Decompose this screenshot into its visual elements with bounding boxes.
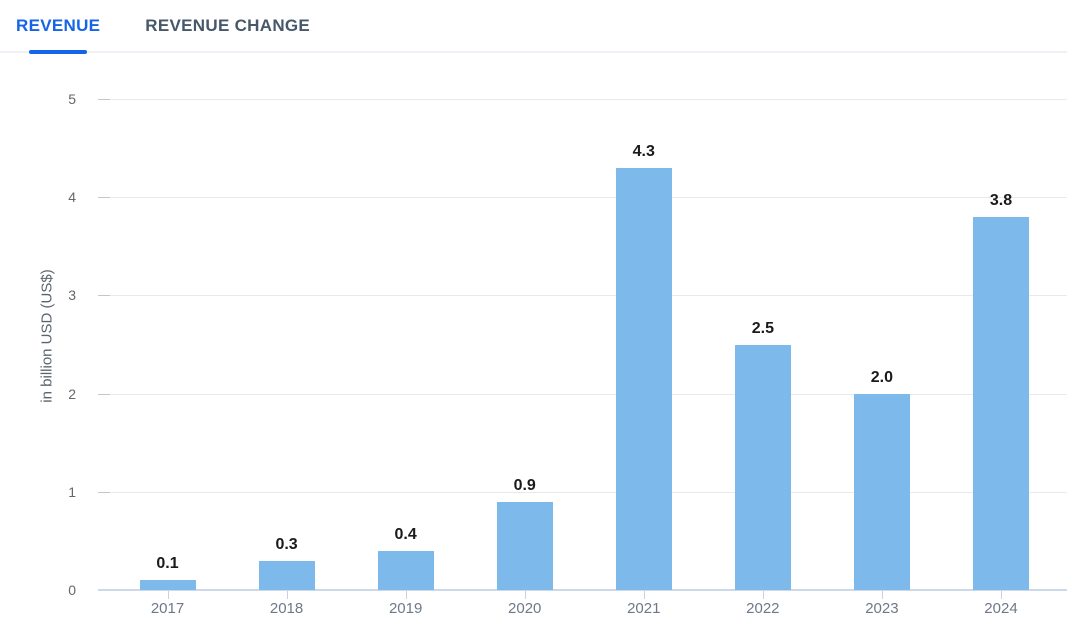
- tab-revenue-label: REVENUE: [16, 15, 101, 35]
- y-tick-label: 5: [68, 91, 76, 107]
- bar-value-label: 2.0: [870, 368, 894, 386]
- bar[interactable]: [734, 344, 791, 590]
- y-tick-label: 2: [68, 385, 76, 402]
- x-axis-line: [98, 589, 1067, 591]
- bar-value-label: 0.9: [513, 476, 536, 494]
- tab-bar: REVENUE REVENUE CHANGE: [0, 0, 1067, 54]
- y-tick-label: 4: [68, 189, 76, 206]
- y-axis-tick: [98, 295, 110, 297]
- x-axis-tick: [762, 591, 764, 599]
- bar[interactable]: [853, 393, 910, 590]
- revenue-bar-chart: in billion USD (US$) 0 1 2 3 4 5 0.1 2017 0.3 201…: [0, 53, 1067, 635]
- bar[interactable]: [377, 550, 434, 590]
- x-axis-tick: [881, 591, 883, 599]
- x-axis-tick: [643, 591, 645, 599]
- x-axis-tick: [1000, 591, 1002, 599]
- bar[interactable]: [496, 501, 553, 590]
- gridline: [110, 491, 1067, 493]
- x-tick-label: 2022: [746, 600, 780, 617]
- x-axis-tick: [405, 591, 407, 599]
- y-axis-tick: [98, 197, 110, 199]
- gridline: [110, 295, 1067, 297]
- tab-revenue-change[interactable]: REVENUE CHANGE: [145, 0, 310, 51]
- gridline: [110, 197, 1067, 199]
- bar-value-label: 3.8: [989, 191, 1013, 209]
- bar[interactable]: [615, 167, 672, 590]
- x-axis-tick: [524, 591, 526, 599]
- bar[interactable]: [258, 560, 315, 590]
- x-tick-label: 2021: [627, 600, 661, 617]
- x-tick-label: 2020: [508, 600, 542, 617]
- bar-value-label: 0.1: [156, 555, 179, 573]
- y-tick-label: 1: [68, 483, 76, 500]
- bar-value-label: 2.5: [751, 319, 774, 337]
- y-axis-tick: [98, 491, 110, 493]
- bar-value-label: 0.3: [275, 535, 298, 553]
- y-tick-label: 3: [68, 287, 76, 304]
- x-axis-tick: [167, 591, 169, 599]
- active-tab-indicator: [29, 50, 88, 54]
- x-tick-label: 2023: [865, 600, 899, 617]
- bar-value-label: 0.4: [394, 525, 417, 543]
- tab-revenue[interactable]: REVENUE: [16, 0, 101, 54]
- y-axis-tick: [98, 99, 110, 100]
- bar[interactable]: [972, 216, 1029, 590]
- x-axis-tick: [286, 591, 288, 599]
- bar[interactable]: [139, 580, 196, 590]
- plot-area: 0 1 2 3 4 5 0.1 2017 0.3 2018 0.4 2019 0.9 2020 4.3 202…: [0, 53, 1067, 635]
- gridline: [110, 393, 1067, 395]
- x-tick-label: 2024: [984, 600, 1018, 617]
- bar-value-label: 4.3: [632, 142, 655, 160]
- y-axis-tick: [98, 393, 110, 395]
- x-tick-label: 2017: [150, 600, 185, 617]
- x-tick-label: 2019: [388, 600, 423, 617]
- x-tick-label: 2018: [269, 600, 304, 617]
- tab-revenue-change-label: REVENUE CHANGE: [145, 15, 311, 35]
- gridline: [110, 99, 1067, 100]
- y-tick-label: 0: [68, 582, 76, 598]
